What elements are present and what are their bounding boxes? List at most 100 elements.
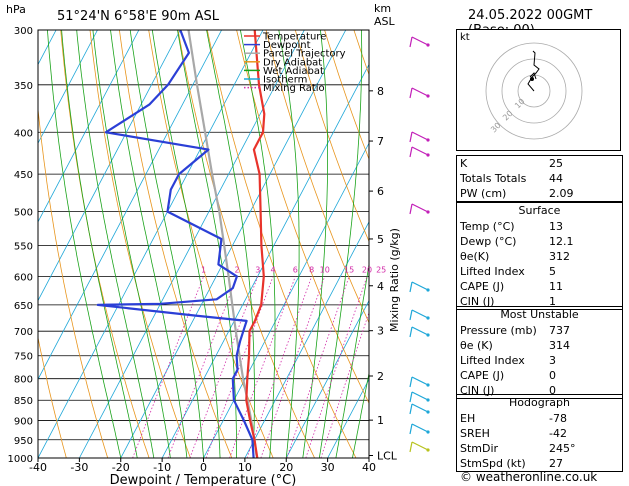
wind-barb-dot [426,398,430,402]
most-unstable-title: Most Unstable [500,308,579,321]
wet-adiabat-line [240,30,276,458]
temperature-tick-label: 0 [200,461,207,474]
isotherm-line [285,299,369,458]
mixing-ratio-line [260,276,326,458]
wind-barb-flag [409,326,413,338]
pressure-tick-label: 850 [14,396,33,407]
wind-barb [411,403,429,413]
wind-barb-flag [409,281,413,293]
mixing-ratio-line [189,276,259,458]
wind-barb [411,326,429,336]
legend-label: Dewpoint [263,40,311,51]
isotherm-line [327,378,369,458]
wind-barb [411,36,429,46]
dry-adiabat-line [265,30,369,324]
wet-adiabat-line [110,30,188,458]
wind-barb [411,391,429,401]
legend-label: Dry Adiabat [263,57,322,68]
indices-panel: K 25 Totals Totals 44 PW (cm) 2.09 [456,155,623,202]
wind-barb-dot [426,448,430,452]
mixing-ratio-line [229,276,296,458]
x-axis-label: Dewpoint / Temperature (°C) [110,473,297,486]
mixing-ratio-label: 10 [320,265,330,274]
pressure-tick-label: 350 [14,81,33,92]
wet-adiabat-line [177,30,238,458]
wet-adiabat-line [76,30,155,458]
wet-adiabat-line [129,30,204,458]
wind-barb-dot [426,210,430,214]
mixing-ratio-label: 25 [376,265,386,274]
height-unit-bottom: ASL [374,15,396,28]
pressure-unit: hPa [6,3,26,16]
hodograph-unit: kt [460,32,470,43]
pressure-tick-label: 750 [14,352,33,363]
wet-adiabat-line [47,30,122,458]
legend-label: Temperature [262,32,326,43]
wind-barb [411,87,429,97]
wind-barb-flag [409,403,413,415]
wind-barb-dot [426,153,430,157]
temperature-tick-label: -30 [70,461,88,474]
height-tick-label: LCL [377,450,398,463]
height-tick-label: 3 [377,325,384,338]
wind-barb-flag [409,376,413,388]
wet-adiabat-line [335,261,369,458]
height-tick-label: 6 [377,185,384,198]
pressure-tick-label: 300 [14,26,33,37]
plot-frame [37,29,370,459]
mixing-ratio-line [286,276,350,458]
wind-barb-flag [409,391,413,403]
wind-barb-dot [426,430,430,434]
mixing-ratio-label: 3 [255,265,260,274]
mixing-ratio-line [205,276,274,458]
pressure-tick-label: 550 [14,241,33,252]
wind-barb-flag [409,441,413,453]
wind-barb [411,146,429,156]
dry-adiabat-line [442,30,456,458]
index-row: Totals Totals 44 [460,172,563,185]
mixing-ratio-line [305,276,368,458]
dry-adiabat-line [236,30,369,405]
isotherm-line [161,63,369,458]
height-tick-label: 5 [377,233,384,246]
temperature-tick-label: 10 [238,461,252,474]
storm-motion-marker [530,77,534,81]
mixing-ratio-label: 8 [309,265,314,274]
surface-title: Surface [518,204,561,217]
dry-adiabat-line [38,335,67,458]
pressure-tick-label: 500 [14,208,33,219]
mixing-ratio-label: 15 [344,265,354,274]
isotherm-line [0,30,15,458]
legend-label: Wet Adiabat [263,66,324,77]
pressure-tick-label: 700 [14,327,33,338]
temperature-tick-label: -40 [29,461,47,474]
pressure-tick-label: 1000 [8,454,33,465]
pressure-tick-label: 800 [14,375,33,386]
temperature-tick-label: -10 [153,461,171,474]
height-tick-label: 7 [377,135,384,148]
dry-adiabat-line [294,30,369,243]
wind-barb [411,423,429,433]
wind-barb-dot [426,316,430,320]
dry-adiabat-line [119,30,233,458]
height-tick-label: 2 [377,370,384,383]
wind-barb [411,309,429,319]
wind-barb-dot [426,410,430,414]
wet-adiabat-line [206,30,255,458]
height-tick-label: 1 [377,414,384,427]
pressure-tick-label: 600 [14,272,33,283]
isotherm-line [38,30,181,302]
wind-barb [411,376,429,386]
footer-copyright: © weatheronline.co.uk [460,470,598,484]
index-row: K 25 [460,157,563,170]
pressure-tick-label: 650 [14,301,33,312]
mixing-ratio-line [167,276,238,458]
isotherm-line [244,221,369,458]
isotherm-line [38,30,98,145]
mixing-ratio-label: 1 [201,265,206,274]
wind-barb [411,441,429,451]
legend-label: Parcel Trajectory [263,49,346,60]
wind-barb-flag [409,423,413,435]
location-title: 51°24'N 6°58'E 90m ASL [57,9,220,24]
